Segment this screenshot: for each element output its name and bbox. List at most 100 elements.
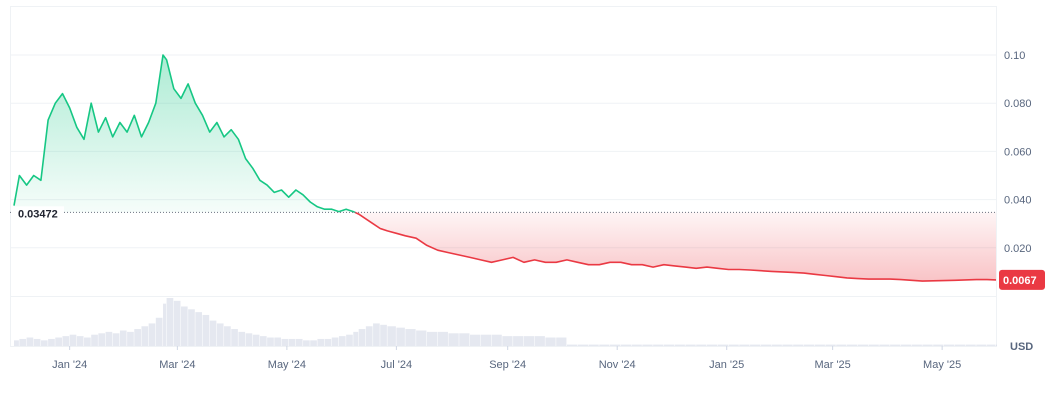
volume-bar: [267, 337, 274, 346]
volume-bar: [653, 344, 664, 346]
area-above-reference: [14, 55, 355, 213]
volume-bar: [469, 334, 481, 346]
volume-bar: [750, 344, 761, 346]
volume-bar: [879, 344, 890, 346]
volume-bar: [491, 334, 502, 346]
volume-bar: [642, 344, 653, 346]
volume-bar: [84, 337, 91, 346]
x-tick-label-2: May '24: [268, 359, 306, 371]
volume-bar: [380, 324, 387, 346]
volume-bar: [760, 344, 772, 346]
volume-bar: [965, 344, 976, 346]
volume-bar: [119, 330, 127, 346]
y-tick-label-0.10: 0.10: [1004, 50, 1025, 62]
volume-bar: [857, 344, 869, 346]
volume-bar: [396, 327, 405, 346]
y-tick-label-0.020: 0.020: [1004, 243, 1032, 255]
volume-bar: [933, 344, 944, 346]
volume-bar: [513, 336, 524, 346]
volume-bar: [502, 336, 513, 346]
x-axis-ticks: Jan '24 Mar '24 May '24 Jul '24 Sep '24 Nov '…: [52, 346, 961, 371]
volume-bar: [259, 336, 267, 346]
volume-bar: [405, 329, 416, 346]
volume-bar: [353, 331, 359, 346]
volume-bar: [91, 334, 98, 346]
volume-bar: [163, 303, 167, 346]
volume-bar: [252, 334, 260, 346]
volume-bar: [922, 344, 933, 346]
volume-bar: [155, 317, 163, 346]
volume-bar: [224, 326, 231, 346]
y-tick-label-0.080: 0.080: [1004, 98, 1032, 110]
volume-bar: [387, 326, 396, 346]
volume-bar: [416, 330, 427, 346]
plot-frame: [10, 6, 997, 347]
volume-bar: [717, 344, 729, 346]
volume-bar: [324, 338, 332, 346]
volume-bar: [685, 344, 696, 346]
volume-bar: [19, 338, 27, 346]
volume-bar: [696, 344, 707, 346]
volume-bar: [663, 344, 675, 346]
volume-bar: [814, 344, 825, 346]
volume-bar: [40, 340, 48, 346]
volume-bar: [523, 336, 535, 346]
volume-bar: [105, 331, 113, 346]
volume-bar: [173, 300, 181, 346]
volume-bar: [803, 344, 815, 346]
volume-bars: [14, 298, 997, 346]
y-axis-ticks: 0.020 0.040 0.060 0.080 0.10: [1004, 50, 1032, 255]
volume-bar: [346, 334, 353, 346]
volume-bar: [534, 336, 545, 346]
volume-bar: [588, 344, 599, 346]
volume-bar: [216, 323, 224, 346]
volume-bar: [868, 344, 879, 346]
volume-bar: [303, 340, 310, 346]
volume-bar: [202, 314, 210, 346]
volume-bar: [245, 333, 253, 346]
volume-bar: [771, 344, 782, 346]
volume-bar: [188, 309, 195, 346]
current-price-label: 0.0067: [1003, 275, 1037, 287]
volume-bar: [437, 331, 448, 346]
volume-bar: [69, 334, 77, 346]
volume-bar: [141, 326, 149, 346]
volume-bar: [331, 337, 339, 346]
volume-bar: [610, 344, 621, 346]
volume-bar: [674, 344, 685, 346]
volume-bar: [317, 338, 325, 346]
price-areas: [14, 55, 996, 282]
volume-bar: [295, 338, 303, 346]
reference-label-bg: [12, 206, 64, 221]
volume-bar: [996, 344, 997, 346]
volume-bar: [728, 344, 739, 346]
x-tick-label-6: Jan '25: [709, 359, 744, 371]
y-tick-label-0.040: 0.040: [1004, 195, 1032, 207]
volume-bar: [577, 344, 588, 346]
volume-bar: [900, 344, 912, 346]
reference-label: 0.03472: [18, 208, 58, 220]
volume-bar: [98, 333, 106, 346]
volume-bar: [166, 298, 174, 346]
volume-bar: [288, 338, 296, 346]
volume-bar: [825, 344, 836, 346]
volume-bar: [426, 331, 438, 346]
x-tick-label-1: Mar '24: [159, 359, 195, 371]
x-tick-label-3: Jul '24: [381, 359, 412, 371]
volume-bar: [33, 338, 41, 346]
volume-bar: [599, 344, 610, 346]
volume-bar: [373, 323, 380, 346]
volume-bar: [238, 331, 246, 346]
y-tick-label-0.060: 0.060: [1004, 146, 1032, 158]
volume-bar: [231, 329, 238, 346]
volume-bar: [480, 334, 492, 346]
current-price-badge: [999, 269, 1045, 290]
volume-bar: [180, 306, 188, 346]
volume-bar: [739, 344, 750, 346]
volume-bar: [55, 337, 62, 346]
price-line-up: [13, 54, 356, 214]
volume-bar: [274, 337, 281, 346]
price-line-down: [354, 211, 997, 282]
volume-bar: [310, 340, 317, 346]
